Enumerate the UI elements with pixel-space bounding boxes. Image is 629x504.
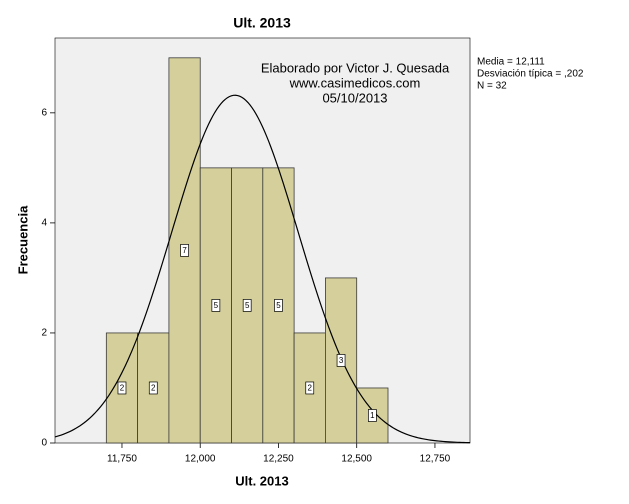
- y-tick-label: 2: [41, 328, 47, 339]
- data-label: 5: [214, 301, 219, 310]
- y-axis-label: Frecuencia: [15, 205, 30, 274]
- data-label-box: [148, 381, 158, 395]
- x-tick-label: 12,750: [420, 454, 451, 465]
- data-label-box: [211, 299, 221, 312]
- normal-curve: [54, 94, 471, 444]
- stat-text: Desviación típica = ,202: [477, 69, 584, 80]
- data-label: 2: [308, 384, 313, 393]
- data-label: 2: [120, 384, 125, 393]
- data-label: 5: [276, 301, 281, 310]
- annotation: Elaborado por Victor J. Quesada: [261, 60, 450, 75]
- chart-title: Ult. 2013: [233, 15, 291, 31]
- x-tick-label: 12,000: [185, 454, 216, 465]
- data-label-box: [117, 381, 127, 395]
- data-label: 5: [245, 301, 250, 310]
- y-tick-label: 4: [41, 218, 47, 229]
- data-label: 7: [182, 246, 187, 255]
- data-label-box: [305, 381, 315, 395]
- stat-text: Media = 12,111: [477, 57, 545, 68]
- y-tick-label: 6: [41, 107, 47, 118]
- x-tick-label: 11,750: [107, 454, 137, 465]
- data-label: 1: [370, 411, 375, 420]
- y-tick-label: 0: [41, 438, 47, 449]
- data-label-box: [336, 354, 346, 367]
- data-label-box: [242, 299, 252, 312]
- data-label-box: [180, 244, 189, 257]
- bar: [199, 167, 232, 444]
- data-label-box: [274, 299, 283, 312]
- annotation: www.casimedicos.com: [289, 75, 421, 90]
- x-axis-label: Ult. 2013: [235, 473, 288, 488]
- stat-text: N = 32: [477, 81, 507, 92]
- x-tick-label: 12,250: [263, 454, 294, 465]
- data-label-box: [368, 409, 377, 422]
- data-label: 3: [339, 356, 344, 365]
- annotation: 05/10/2013: [322, 90, 387, 105]
- x-tick-label: 12,500: [341, 454, 372, 465]
- data-label: 2: [151, 384, 156, 393]
